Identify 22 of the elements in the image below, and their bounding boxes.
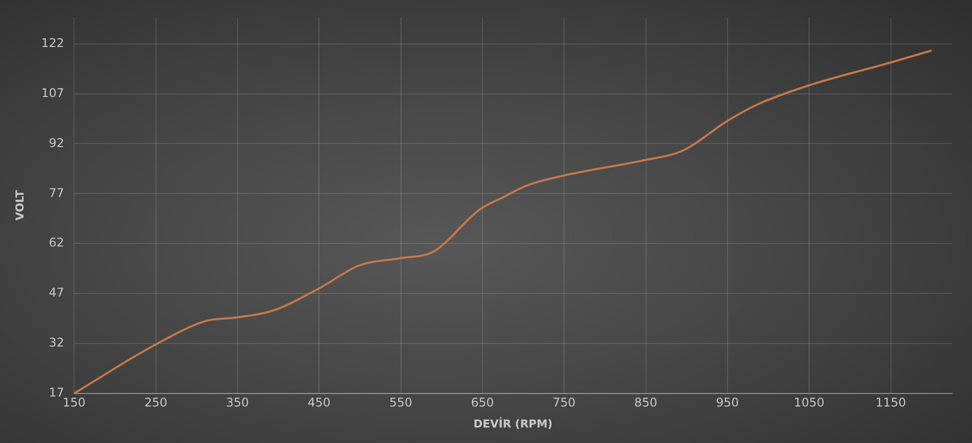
x-tick-label: 650 [470, 396, 494, 410]
x-tick-label: 950 [716, 396, 739, 410]
y-tick-label: 62 [48, 236, 64, 250]
y-tick-label: 92 [48, 136, 64, 150]
y-tick-label: 107 [41, 86, 64, 100]
y-tick-label: 17 [48, 386, 64, 400]
x-tick-label: 750 [552, 396, 576, 410]
y-tick-label: 122 [41, 36, 64, 50]
x-tick-label: 250 [144, 396, 168, 410]
y-tick-label: 32 [48, 336, 64, 350]
x-tick-label: 1150 [875, 396, 906, 410]
x-tick-label: 150 [62, 396, 86, 410]
x-tick-label: 850 [634, 396, 658, 410]
y-tick-label: 47 [48, 286, 64, 300]
y-tick-label: 77 [48, 186, 64, 200]
x-axis-title: DEVİR (RPM) [474, 416, 553, 430]
x-tick-label: 350 [226, 396, 249, 410]
x-tick-label: 450 [308, 396, 331, 410]
x-tick-label: 550 [389, 396, 412, 410]
y-axis-title: VOLT [13, 190, 26, 220]
line-series [74, 49, 933, 394]
x-tick-label: 1050 [794, 396, 824, 410]
